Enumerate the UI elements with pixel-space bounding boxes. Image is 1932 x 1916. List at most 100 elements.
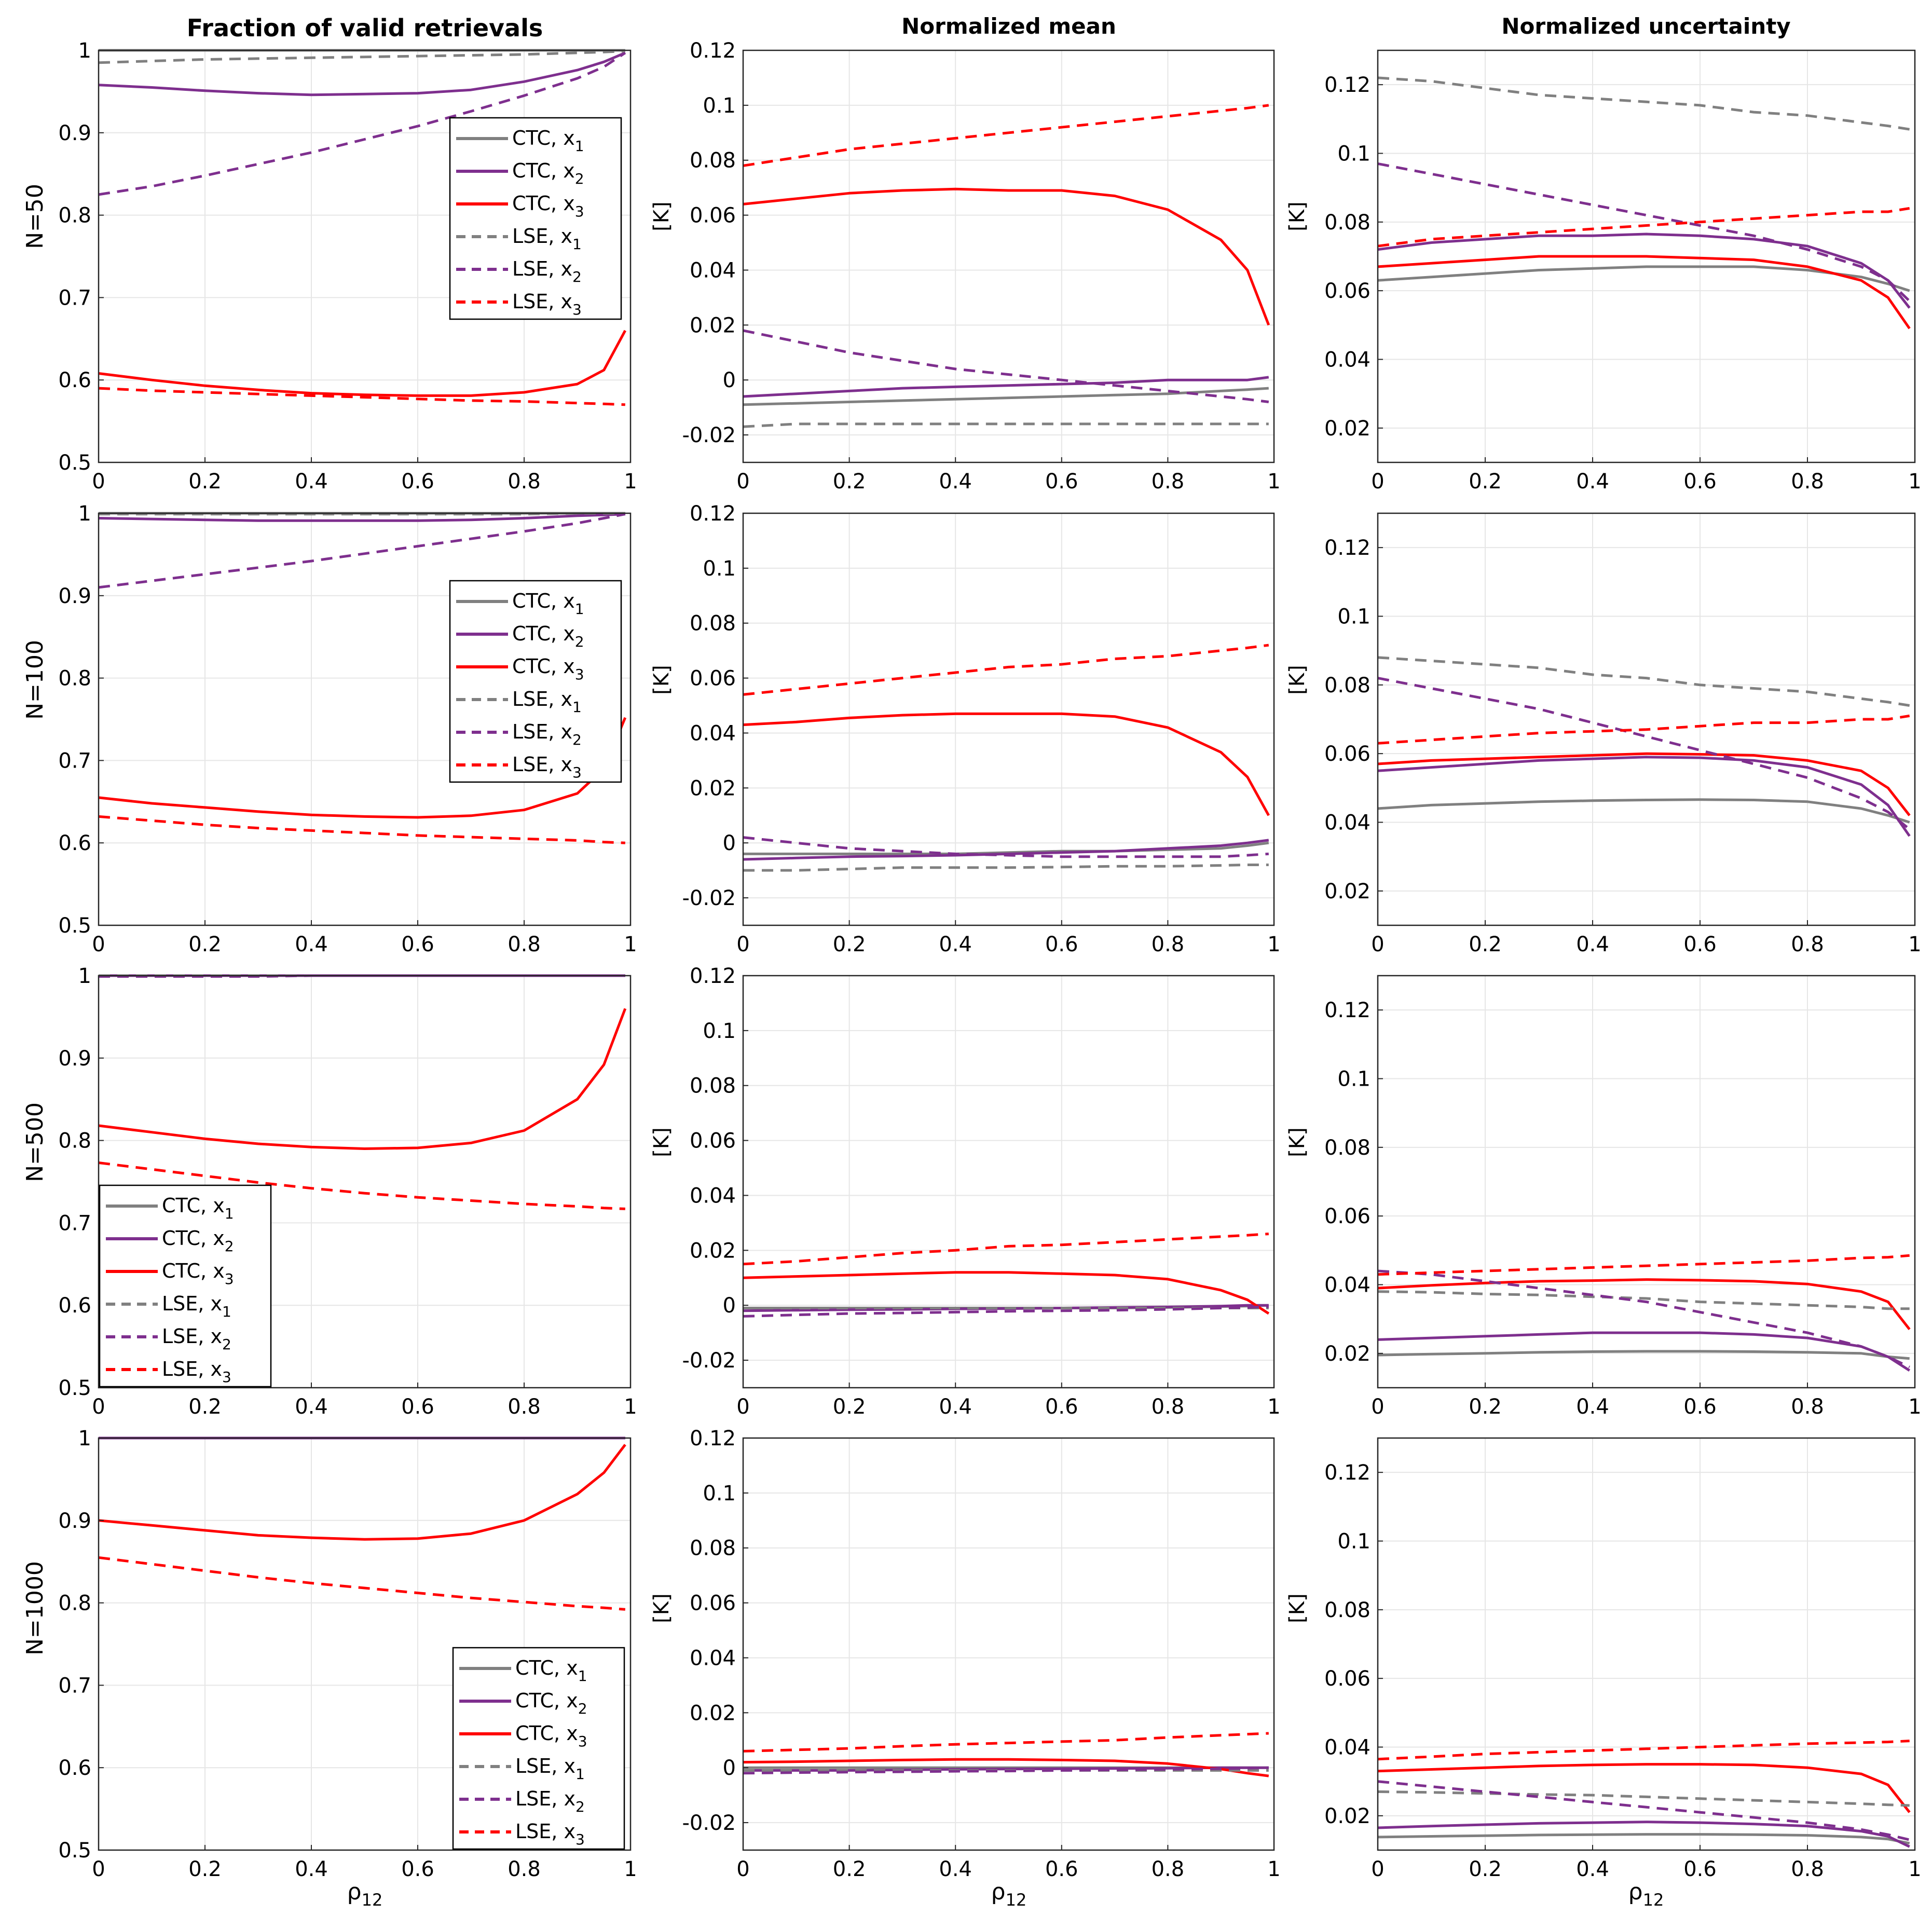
panel-r4c3-xtick-label-1: 0.2 <box>1469 1857 1502 1881</box>
panel-r2c1-legend-box <box>449 580 622 783</box>
panel-r3c3-series-x3-solid <box>1377 1278 1911 1331</box>
panel-r2c3-frame <box>1377 512 1916 926</box>
panel-r2c1-legend-label-text-2: CTC, x <box>512 655 575 678</box>
panel-r4c3-frame <box>1377 1437 1916 1851</box>
panel-r1c2-xtick-label-4: 0.8 <box>1152 470 1185 494</box>
panel-r2c2-series-x1-solid <box>743 841 1269 855</box>
panel-r2c2-ytick-label-4: 0.06 <box>690 667 736 691</box>
unit-label-unc-row2: [K] <box>1285 665 1309 694</box>
panel-r2c3-xtick-label-1: 0.2 <box>1469 933 1502 956</box>
panel-r1c3-xtick-label-0: 0 <box>1371 470 1384 494</box>
panel-r1c1-ytick-label-0: 0.5 <box>58 451 91 475</box>
panel-r1c1-legend-label-text-5: LSE, x <box>512 290 572 313</box>
panel-r1c1-legend-label-text-3: LSE, x <box>512 225 572 248</box>
panel-r1c1-legend-label-5: LSE, x3 <box>512 290 582 318</box>
panel-r3c1-series-x3-dashed <box>98 1161 625 1210</box>
row-label-n1000: N=1000 <box>22 1561 48 1655</box>
panel-r4c2-xtick-label-2: 0.4 <box>939 1857 972 1881</box>
panel-r1c1-ytick-label-4: 0.9 <box>58 121 91 145</box>
panel-r2c1-legend-label-sub-2: 3 <box>575 666 584 683</box>
panel-r1c2-ytick-label-3: 0.04 <box>690 258 736 282</box>
panel-r3c1-legend-label-sub-3: 1 <box>222 1303 231 1320</box>
panel-r1c1-ytick-label-5: 1 <box>78 39 91 63</box>
panel-r3c2-ytick-label-7: 0.12 <box>690 964 736 988</box>
panel-r1c1-series-x2-dashed <box>98 51 626 196</box>
unit-label-mean-row3: [K] <box>650 1127 674 1157</box>
panel-r4c1-xtick-label-1: 0.2 <box>188 1857 222 1881</box>
panel-r1c2-xtick-label-1: 0.2 <box>833 470 866 494</box>
panel-r4c1-legend-label-sub-1: 2 <box>578 1700 587 1717</box>
panel-r2c1-series-x1-dashed <box>99 512 625 516</box>
panel-r1c1-legend-label-3: LSE, x1 <box>512 225 582 253</box>
panel-r4c1-legend-label-sub-0: 1 <box>578 1667 587 1685</box>
panel-r2c1-xtick-label-4: 0.8 <box>508 933 541 956</box>
panel-r1c1-series-x3-dashed <box>98 387 625 406</box>
panel-r4c1-legend-label-sub-5: 3 <box>576 1831 585 1848</box>
panel-r4c1-frame <box>98 1437 632 1851</box>
row-label-n100: N=100 <box>22 640 48 720</box>
panel-r2c3-ytick-label-3: 0.08 <box>1324 674 1371 697</box>
panel-r3c2-series-x3-dashed <box>743 1233 1269 1266</box>
panel-r4c2-series-x3-dashed <box>743 1732 1269 1753</box>
panel-r3c1-legend-label-text-0: CTC, x <box>162 1194 225 1217</box>
unit-label-mean-row2: [K] <box>650 665 674 694</box>
panel-r4c3-xtick-label-0: 0 <box>1371 1857 1384 1881</box>
panel-r3c3-series-x3-dashed <box>1377 1254 1910 1276</box>
panel-r2c1-legend-label-4: LSE, x2 <box>512 720 582 748</box>
panel-r3c2-xtick-label-4: 0.8 <box>1152 1395 1185 1419</box>
panel-r3c2-xtick-label-1: 0.2 <box>833 1395 866 1419</box>
panel-r2c3-series-x1-solid <box>1377 798 1910 824</box>
panel-r3c2-series-x2-solid <box>743 1304 1269 1312</box>
panel-r4c1-legend-label-text-4: LSE, x <box>515 1787 576 1810</box>
panel-r2c3-xtick-label-3: 0.6 <box>1683 933 1717 956</box>
panel-r4c1-legend-label-5: LSE, x3 <box>515 1820 585 1848</box>
panel-r4c3-ytick-label-4: 0.1 <box>1337 1530 1371 1554</box>
panel-r1c3-ytick-label-5: 0.12 <box>1324 73 1371 97</box>
panel-r1c2-xtick-label-5: 1 <box>1267 470 1280 494</box>
panel-r1c1-legend-label-text-4: LSE, x <box>512 257 572 280</box>
panel-r3c2-ytick-label-4: 0.06 <box>690 1129 736 1153</box>
panel-r3c2-series-x2-dashed <box>743 1305 1269 1318</box>
panel-r2c2-xtick-label-4: 0.8 <box>1152 933 1185 956</box>
panel-r4c1-legend-label-text-2: CTC, x <box>515 1722 578 1745</box>
panel-r1c2-ytick-label-7: 0.12 <box>690 39 736 63</box>
panel-r2c1-legend-label-text-0: CTC, x <box>512 590 575 612</box>
panel-r3c3-xtick-label-2: 0.4 <box>1576 1395 1609 1419</box>
xlabel-col3-base: ρ <box>1628 1879 1643 1905</box>
panel-r1c1-series-x3-solid <box>98 330 627 397</box>
panel-r4c1-legend-label-text-5: LSE, x <box>515 1820 576 1843</box>
panel-r1c3-series-x2-dashed <box>1377 162 1911 302</box>
panel-r1c1-legend-box <box>449 117 622 320</box>
panel-r4c3-xtick-label-2: 0.4 <box>1576 1857 1609 1881</box>
panel-r2c2-ytick-label-3: 0.04 <box>690 721 736 745</box>
panel-r3c3-series-x1-dashed <box>1377 1290 1910 1310</box>
panel-r4c3-series-x2-dashed <box>1377 1780 1910 1841</box>
panel-r1c2-xtick-label-2: 0.4 <box>939 470 972 494</box>
panel-r1c1-legend-label-sub-3: 1 <box>572 236 582 253</box>
panel-r2c2-series-x3-solid <box>743 712 1270 816</box>
panel-r3c1-ytick-label-2: 0.7 <box>58 1211 91 1235</box>
panel-r2c3-series-x3-dashed <box>1377 714 1910 745</box>
panel-r2c1-ytick-label-0: 0.5 <box>58 914 91 938</box>
panel-r4c2-ytick-label-5: 0.08 <box>690 1537 736 1561</box>
panel-r2c3-xtick-label-2: 0.4 <box>1576 933 1609 956</box>
panel-r1c2-series-x1-dashed <box>743 422 1269 428</box>
panel-r1c3-ytick-label-0: 0.02 <box>1324 417 1371 441</box>
panel-r3c3: 0 0.2 0.4 0.6 0.8 1 0.02 0.04 0.06 0.08 0.1 0.12 <box>1324 975 1922 1419</box>
row-label-n500: N=500 <box>22 1102 48 1182</box>
panel-r2c1-legend-label-sub-0: 1 <box>575 600 584 618</box>
panel-r1c3-series-x3-solid <box>1377 255 1911 330</box>
panel-r1c1-legend-label-text-2: CTC, x <box>512 192 575 215</box>
panel-r3c1-xtick-label-0: 0 <box>92 1395 105 1419</box>
panel-r4c3-plot-area <box>1378 1438 1915 1850</box>
panel-r4c3-xtick-label-4: 0.8 <box>1791 1857 1824 1881</box>
panel-r3c1-xtick-label-3: 0.6 <box>401 1395 434 1419</box>
panel-r3c3-xtick-label-5: 1 <box>1908 1395 1921 1419</box>
panel-r2c3-series-x3-solid <box>1377 752 1911 816</box>
panel-r2c2-ytick-label-6: 0.1 <box>703 557 736 581</box>
panel-r1c2-xtick-label-0: 0 <box>736 470 749 494</box>
panel-r4c1-series-x3-dashed <box>98 1556 625 1611</box>
unit-label-unc-row1: [K] <box>1285 201 1309 231</box>
